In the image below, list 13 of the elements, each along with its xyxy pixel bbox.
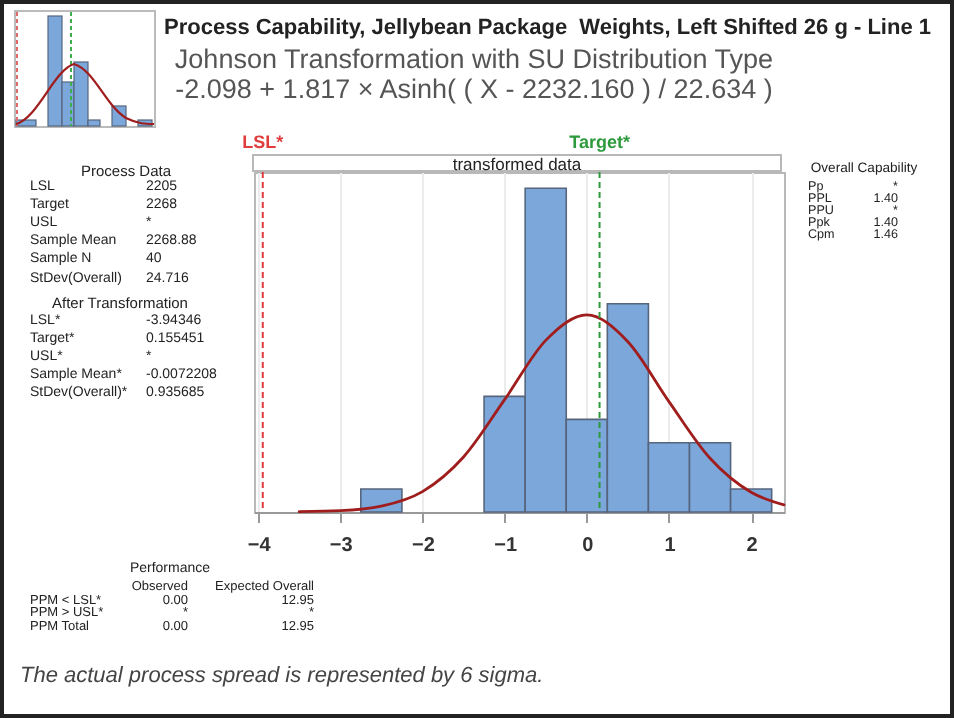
x-tick-label: −3: [329, 535, 354, 557]
x-tick-label: −1: [494, 535, 518, 557]
x-tick-label: −4: [247, 535, 272, 557]
x-tick-label: 2: [746, 535, 759, 557]
text: transformed data: [252, 154, 782, 174]
x-tick-label: 1: [664, 535, 677, 557]
chart-title: Process Capability, Jellybean Package Weights, Left Shifted 26 g - Line 1: [164, 16, 931, 40]
chart-subtitle: Johnson Transformation with SU Distribution Type -2.098 + 1.817 × Asinh( ( X - 2232.160 ) / 22.634 ): [172, 44, 776, 104]
text: The actual process spread is represented by 6 sigma.: [20, 664, 546, 692]
x-tick-label: 0: [582, 535, 595, 557]
ref-line-label: Target*: [569, 132, 631, 152]
x-tick-label: −2: [412, 535, 436, 557]
ref-line-label: LSL*: [242, 132, 285, 152]
